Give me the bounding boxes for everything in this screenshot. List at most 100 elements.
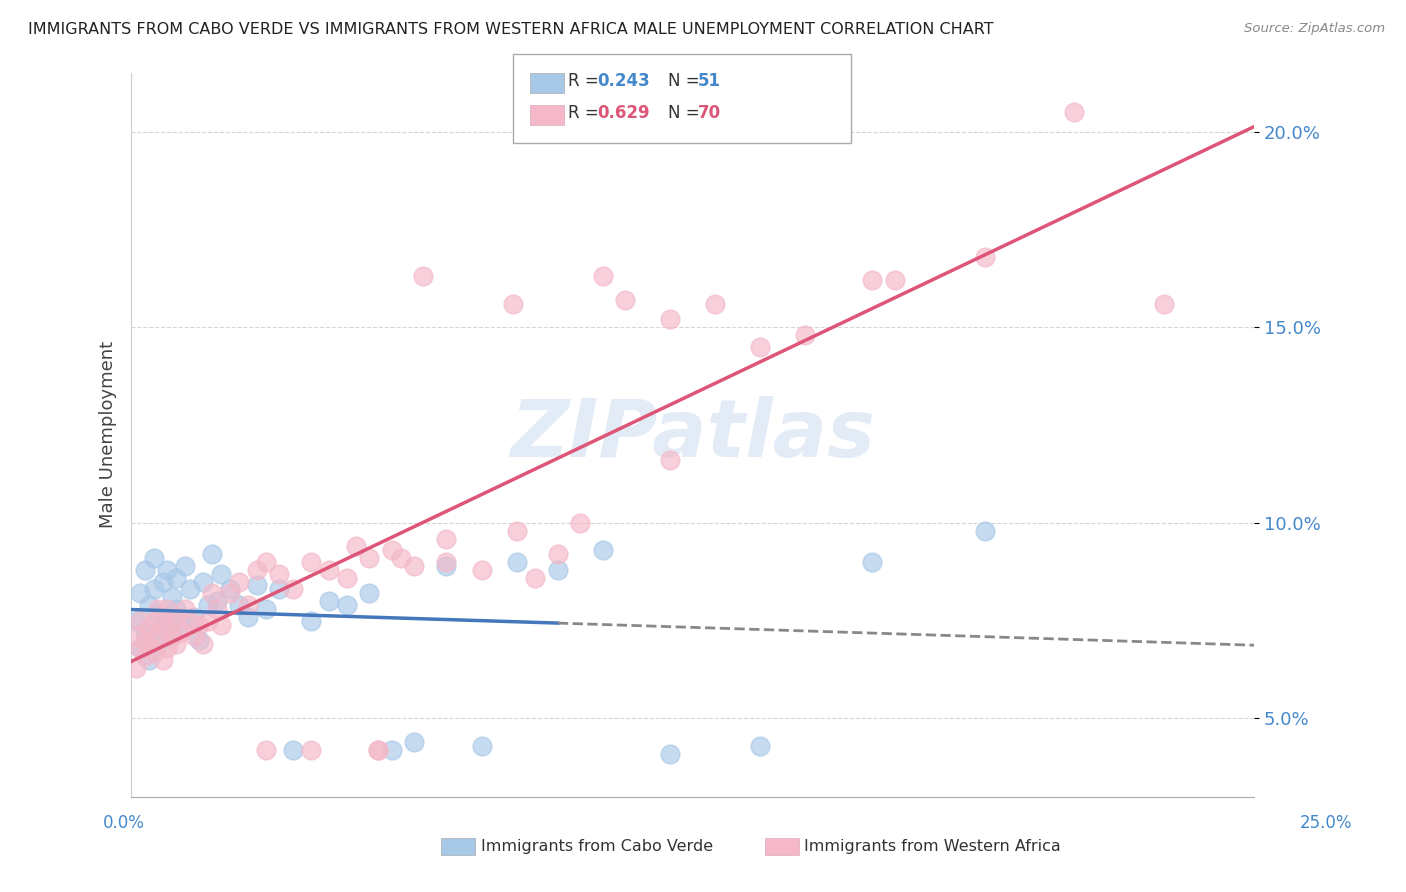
Point xyxy=(228,574,250,589)
Point xyxy=(134,625,156,640)
Text: 51: 51 xyxy=(697,72,720,90)
Point xyxy=(160,629,183,643)
Point xyxy=(299,614,322,628)
Point xyxy=(187,617,209,632)
Point xyxy=(209,566,232,581)
Point xyxy=(142,551,165,566)
Point xyxy=(169,625,191,640)
Point xyxy=(860,273,883,287)
Point xyxy=(228,598,250,612)
Point xyxy=(434,558,457,573)
Point xyxy=(187,633,209,648)
Point xyxy=(219,586,242,600)
Text: Immigrants from Western Africa: Immigrants from Western Africa xyxy=(804,839,1062,854)
Point xyxy=(152,622,174,636)
Point xyxy=(165,609,187,624)
Point xyxy=(205,594,228,608)
Point xyxy=(412,269,434,284)
Point xyxy=(165,571,187,585)
Point xyxy=(179,614,201,628)
Point xyxy=(749,739,772,753)
Point xyxy=(165,637,187,651)
Point xyxy=(470,739,492,753)
Point xyxy=(129,614,152,628)
Point xyxy=(381,543,404,558)
Point xyxy=(973,250,995,264)
Point xyxy=(254,602,277,616)
Point xyxy=(506,524,529,538)
Text: R =: R = xyxy=(568,104,605,122)
Point xyxy=(129,641,152,656)
Point xyxy=(197,614,219,628)
Point xyxy=(174,602,197,616)
Point xyxy=(179,582,201,597)
Point xyxy=(973,524,995,538)
Point xyxy=(367,743,389,757)
Point xyxy=(160,591,183,605)
Point xyxy=(434,555,457,569)
Point xyxy=(129,641,152,656)
Point xyxy=(359,586,381,600)
Point xyxy=(138,598,160,612)
Text: 0.629: 0.629 xyxy=(598,104,650,122)
Point xyxy=(138,637,160,651)
Point xyxy=(704,297,727,311)
Point xyxy=(191,574,214,589)
Point xyxy=(125,614,148,628)
Point xyxy=(148,606,170,620)
Y-axis label: Male Unemployment: Male Unemployment xyxy=(100,342,117,528)
Point xyxy=(592,269,614,284)
Text: N =: N = xyxy=(668,72,704,90)
Point xyxy=(201,586,224,600)
Point xyxy=(860,555,883,569)
Point xyxy=(152,653,174,667)
Point xyxy=(344,539,367,553)
Text: N =: N = xyxy=(668,104,704,122)
Point xyxy=(152,622,174,636)
Point xyxy=(254,555,277,569)
Point xyxy=(470,563,492,577)
Text: IMMIGRANTS FROM CABO VERDE VS IMMIGRANTS FROM WESTERN AFRICA MALE UNEMPLOYMENT C: IMMIGRANTS FROM CABO VERDE VS IMMIGRANTS… xyxy=(28,22,994,37)
Point xyxy=(749,340,772,354)
Point xyxy=(138,653,160,667)
Point xyxy=(659,747,682,761)
Point xyxy=(336,598,359,612)
Point xyxy=(183,609,205,624)
Point xyxy=(219,582,242,597)
Point xyxy=(209,617,232,632)
Point xyxy=(142,614,165,628)
Point xyxy=(434,532,457,546)
Point xyxy=(506,555,529,569)
Text: ZIPatlas: ZIPatlas xyxy=(510,396,875,474)
Point xyxy=(156,641,179,656)
Point xyxy=(502,297,524,311)
Text: R =: R = xyxy=(568,72,605,90)
Point xyxy=(142,582,165,597)
Point xyxy=(246,563,269,577)
Point xyxy=(404,735,426,749)
Point xyxy=(281,582,304,597)
Point xyxy=(318,594,340,608)
Point xyxy=(160,617,183,632)
Point xyxy=(336,571,359,585)
Point xyxy=(569,516,592,530)
Point xyxy=(134,563,156,577)
Point xyxy=(269,582,291,597)
Text: 0.0%: 0.0% xyxy=(103,814,145,831)
Point xyxy=(138,622,160,636)
Point xyxy=(156,563,179,577)
Text: Immigrants from Cabo Verde: Immigrants from Cabo Verde xyxy=(481,839,713,854)
Point xyxy=(152,574,174,589)
Point xyxy=(254,743,277,757)
Point xyxy=(134,633,156,648)
Point xyxy=(524,571,547,585)
Point xyxy=(883,273,905,287)
Point xyxy=(659,453,682,467)
Point xyxy=(156,609,179,624)
Text: Source: ZipAtlas.com: Source: ZipAtlas.com xyxy=(1244,22,1385,36)
Point xyxy=(197,598,219,612)
Point xyxy=(299,743,322,757)
Point xyxy=(547,547,569,561)
Point xyxy=(125,629,148,643)
Point xyxy=(148,602,170,616)
